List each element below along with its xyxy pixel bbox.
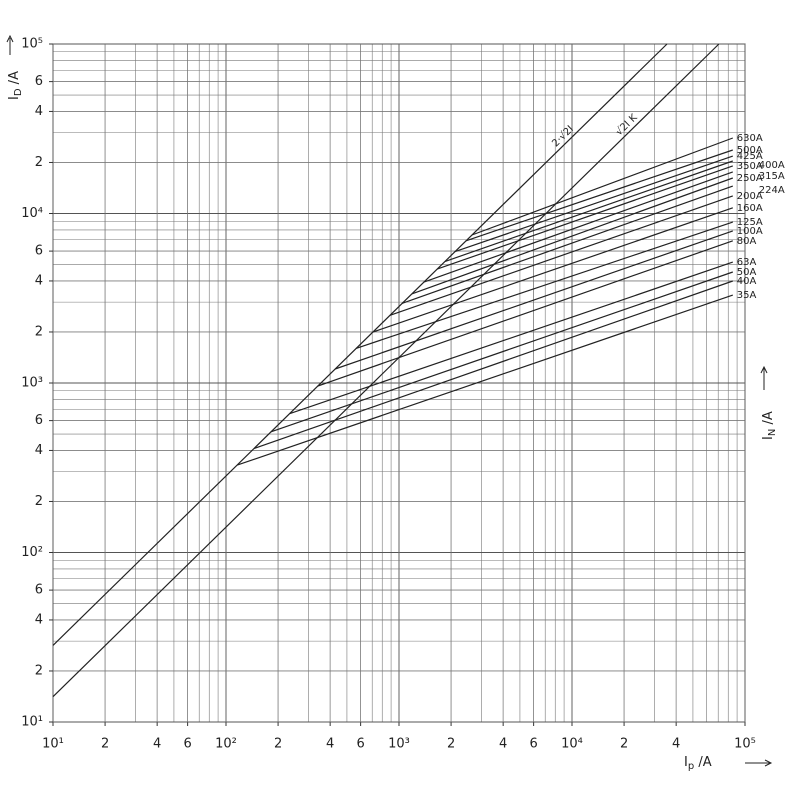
x-axis-label: Ip /A [684,755,712,773]
y-axis-label: ID /A [7,71,25,100]
y-tick-label: 4 [35,104,43,119]
x-tick-label: 6 [183,737,191,752]
x-tick-label: 6 [529,737,537,752]
series-line [237,294,733,466]
series-line [317,240,733,387]
legend-label: 224A [759,185,785,196]
y-tick-label: 10⁴ [21,206,43,221]
x-tick-label: 2 [447,737,455,752]
series-line [436,165,733,270]
series-line [454,155,733,253]
y2-axis-arrowhead [760,365,768,374]
series-line [424,171,734,283]
x-tick-label: 10¹ [42,737,64,752]
x-axis-arrowhead [764,759,773,767]
y-tick-label: 2 [35,155,43,170]
legend-label: 425A [737,151,763,162]
y-tick-label: 6 [35,244,43,259]
x-tick-label: 4 [326,737,334,752]
x-tick-label: 6 [356,737,364,752]
legend-label: 125A [737,217,763,228]
legend-label: 35A [737,290,757,301]
y-tick-label: 4 [35,612,43,627]
series-line [270,271,733,433]
y-tick-label: 6 [35,74,43,89]
legend-label: 315A [759,171,785,182]
x-tick-label: 10² [215,737,237,752]
legend-label: 250A [737,173,763,184]
x-tick-label: 10⁵ [734,737,756,752]
y-tick-label: 10⁵ [21,37,43,52]
y-tick-label: 6 [35,583,43,598]
legend-label: 50A [737,267,757,278]
legend-label: 500A [737,145,763,156]
legend-label: 160A [737,203,763,214]
series-line [401,185,734,304]
y-tick-label: 2 [35,663,43,678]
y-axis-arrowhead [6,34,14,43]
y-tick-label: 10³ [21,376,43,391]
y2-axis-label: IN /A [761,411,779,440]
legend-label: 630A [737,133,763,144]
series-line [411,177,734,295]
y-tick-label: 4 [35,273,43,288]
legend-label: 63A [737,257,757,268]
series-line [355,221,733,349]
y-tick-label: 10² [21,545,43,560]
series-line [389,195,733,316]
legend-label: 100A [737,226,763,237]
x-tick-label: 4 [153,737,161,752]
y-tick-label: 2 [35,324,43,339]
series-line [52,43,668,646]
series-line [253,280,733,450]
series-line [445,160,733,262]
x-tick-label: 10³ [388,737,410,752]
y-tick-label: 4 [35,443,43,458]
y-tick-label: 2 [35,494,43,509]
y-tick-label: 6 [35,413,43,428]
series-line [334,230,733,370]
series-line [471,137,734,236]
y-tick-label: 10¹ [21,715,43,730]
x-tick-label: 2 [620,737,628,752]
x-tick-label: 10⁴ [561,737,583,752]
x-tick-label: 2 [101,737,109,752]
x-tick-label: 4 [499,737,507,752]
series-line [289,261,733,415]
legend-label: 350A [737,161,763,172]
series-line [465,149,733,242]
x-tick-label: 4 [672,737,680,752]
series-line [372,207,733,333]
legend-label: 200A [737,191,763,202]
legend-label: 80A [737,236,757,247]
x-tick-label: 2 [274,737,282,752]
series-line [52,43,720,698]
legend-label: 40A [737,276,757,287]
legend-label: 400A [759,160,785,171]
